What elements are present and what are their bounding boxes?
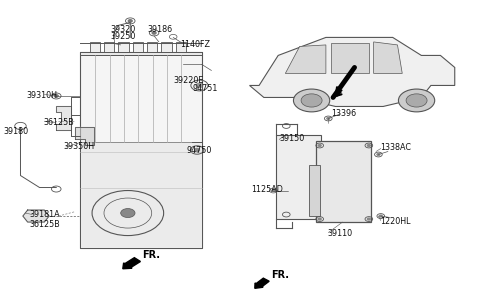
FancyBboxPatch shape — [118, 42, 129, 55]
Circle shape — [195, 148, 199, 152]
Circle shape — [398, 89, 435, 112]
Text: 39250: 39250 — [110, 32, 135, 41]
FancyBboxPatch shape — [80, 52, 202, 55]
Polygon shape — [75, 128, 95, 145]
Circle shape — [379, 215, 382, 217]
Text: 1220HL: 1220HL — [380, 217, 410, 226]
Circle shape — [367, 218, 370, 220]
Text: 39150: 39150 — [279, 135, 304, 143]
Circle shape — [196, 83, 203, 88]
Text: 36125B: 36125B — [43, 118, 74, 127]
Text: FR.: FR. — [142, 250, 160, 260]
Polygon shape — [373, 42, 402, 73]
Circle shape — [377, 154, 380, 155]
FancyBboxPatch shape — [316, 141, 371, 222]
FancyBboxPatch shape — [276, 135, 321, 219]
Circle shape — [272, 190, 275, 191]
FancyBboxPatch shape — [90, 42, 100, 55]
Text: 1125AD: 1125AD — [252, 185, 283, 194]
FancyBboxPatch shape — [80, 52, 202, 248]
Text: 36125B: 36125B — [29, 220, 60, 229]
Polygon shape — [23, 210, 49, 222]
Text: 1140FZ: 1140FZ — [180, 39, 210, 48]
Text: 1338AC: 1338AC — [380, 143, 411, 152]
FancyBboxPatch shape — [132, 42, 143, 55]
Circle shape — [293, 89, 330, 112]
Circle shape — [128, 20, 132, 22]
Text: 39110: 39110 — [327, 229, 352, 238]
FancyArrow shape — [123, 258, 141, 269]
FancyArrow shape — [255, 278, 269, 288]
FancyBboxPatch shape — [80, 142, 202, 248]
Circle shape — [120, 208, 135, 218]
Text: 39181A: 39181A — [29, 210, 60, 219]
Polygon shape — [250, 37, 455, 106]
Circle shape — [327, 118, 330, 119]
FancyBboxPatch shape — [161, 42, 172, 55]
Circle shape — [406, 94, 427, 107]
Circle shape — [301, 94, 322, 107]
FancyBboxPatch shape — [309, 165, 320, 216]
Circle shape — [152, 32, 156, 34]
Text: 39220E: 39220E — [173, 75, 204, 85]
FancyBboxPatch shape — [104, 42, 115, 55]
Text: 94751: 94751 — [192, 84, 217, 93]
Circle shape — [54, 95, 58, 97]
Text: 94750: 94750 — [187, 146, 212, 155]
Text: 39180: 39180 — [4, 128, 29, 136]
Text: 39350H: 39350H — [63, 142, 95, 152]
Text: FR.: FR. — [271, 270, 289, 280]
Text: 13396: 13396 — [331, 109, 356, 118]
Text: 39320: 39320 — [110, 25, 135, 34]
Polygon shape — [56, 106, 71, 131]
Text: 39310H: 39310H — [26, 91, 57, 100]
FancyBboxPatch shape — [176, 42, 186, 55]
Text: 39186: 39186 — [147, 25, 172, 35]
Polygon shape — [285, 45, 326, 73]
Polygon shape — [331, 43, 369, 73]
Circle shape — [318, 145, 321, 146]
Circle shape — [318, 218, 321, 220]
FancyBboxPatch shape — [147, 42, 157, 55]
Circle shape — [367, 145, 370, 146]
